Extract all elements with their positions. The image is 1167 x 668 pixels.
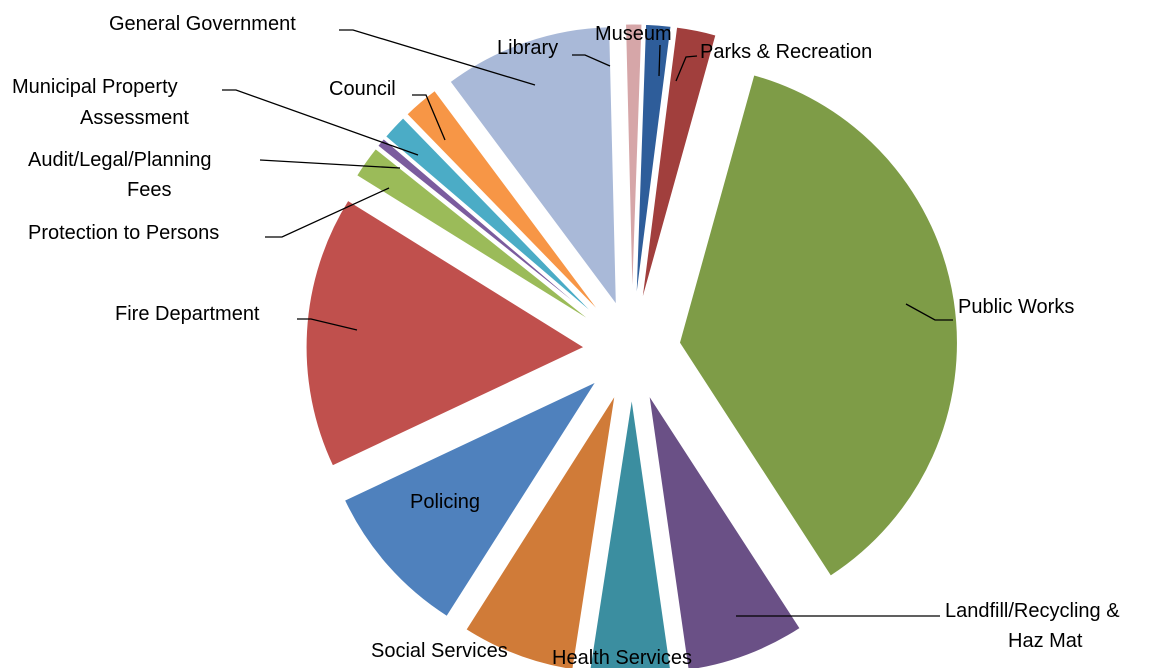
leader-line-museum <box>658 44 661 77</box>
slice-label-health-services: Health Services <box>552 647 692 668</box>
slice-label-library: Library <box>497 37 558 59</box>
pie-slice-fire-department <box>305 199 586 467</box>
pie-slice-policing <box>343 380 598 618</box>
pie-slice-library <box>625 23 643 303</box>
slice-label-fire-department: Fire Department <box>115 303 260 325</box>
leader-line-municipal-property-assessment <box>222 89 419 156</box>
slice-label-municipal-property-assessment-line-1: Municipal Property <box>12 76 178 98</box>
slice-label-landfill-recycling-haz-mat-line-1: Landfill/Recycling & <box>945 600 1120 622</box>
slice-label-council: Council <box>329 78 396 100</box>
leader-line-general-government <box>339 29 536 86</box>
slice-label-protection-to-persons: Protection to Persons <box>28 222 219 244</box>
pie-slice-public-works <box>678 74 958 577</box>
pie-slice-municipal-property-assessment <box>384 117 598 318</box>
leader-line-council <box>412 94 446 141</box>
pie-slice-parks-recreation <box>640 26 717 304</box>
pie-slice-council <box>406 89 602 314</box>
leader-line-audit-legal-planning-fees <box>259 159 401 169</box>
slice-label-social-services: Social Services <box>371 640 508 662</box>
pie-slice-landfill-recycling-haz-mat <box>648 394 801 668</box>
slice-label-municipal-property-assessment-line-2: Assessment <box>80 107 189 129</box>
slice-label-public-works: Public Works <box>958 296 1074 318</box>
slice-label-policing: Policing <box>410 491 480 513</box>
slice-label-parks-recreation: Parks & Recreation <box>700 41 872 63</box>
leader-line-public-works <box>905 303 953 321</box>
pie-slice-social-services <box>465 394 616 668</box>
pie-slice-health-services <box>589 397 671 668</box>
leader-line-protection-to-persons <box>265 187 390 238</box>
slice-label-landfill-recycling-haz-mat-line-2: Haz Mat <box>1008 630 1083 652</box>
slice-label-audit-legal-planning-fees-line-1: Audit/Legal/Planning <box>28 149 211 171</box>
leader-line-library <box>572 54 611 67</box>
slice-label-museum: Museum <box>595 23 672 45</box>
leader-line-parks-recreation <box>675 55 698 82</box>
pie-slice-general-government <box>449 26 617 307</box>
pie-slice-museum <box>635 23 672 303</box>
slice-label-audit-legal-planning-fees-line-2: Fees <box>127 179 171 201</box>
pie-slice-protection-to-persons <box>356 148 594 323</box>
slice-label-general-government: General Government <box>109 13 296 35</box>
leader-line-fire-department <box>297 318 358 331</box>
